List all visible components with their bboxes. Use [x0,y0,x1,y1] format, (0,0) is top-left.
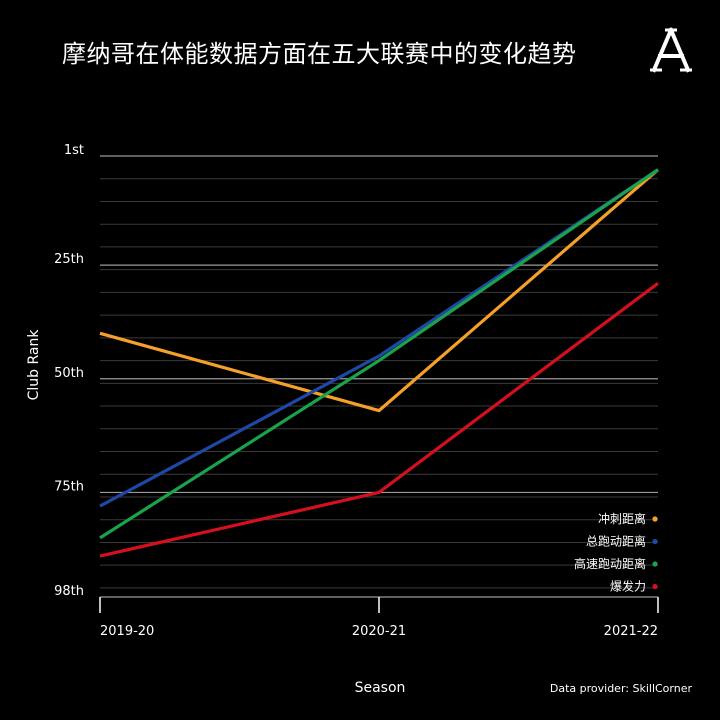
y-tick-label: 75th [54,479,84,494]
series-line-3 [99,282,659,558]
series-lines [99,168,660,558]
athletic-logo [650,27,692,73]
legend-marker [652,561,658,567]
legend-marker [652,583,658,590]
y-axis-label: Club Rank [26,329,42,401]
chart-title: 摩纳哥在体能数据方面在五大联赛中的变化趋势 [62,40,577,68]
legend-marker [652,516,658,522]
legend-label: 总跑动距离 [586,534,646,549]
data-provider-credit: Data provider: SkillCorner [549,682,692,695]
x-tick-label: 2019-20 [100,624,154,639]
legend-label: 高速跑动距离 [574,556,646,571]
gridlines [100,155,658,598]
x-tick-label: 2021-22 [604,624,658,639]
x-tick-label: 2020-21 [352,624,406,639]
y-tick-label: 50th [54,366,84,381]
x-axis: 2019-20 2020-21 2021-22 [99,597,659,639]
series-line-0 [99,168,660,413]
legend-label: 冲刺距离 [598,511,646,526]
legend-marker [652,538,658,545]
y-tick-label: 1st [64,143,84,158]
x-axis-label: Season [354,680,406,696]
y-tick-label: 25th [54,252,84,267]
y-axis-ticks: 1st 25th 50th 75th 98th [54,143,84,599]
legend-label: 爆发力 [610,579,646,594]
y-tick-label: 98th [54,584,84,599]
